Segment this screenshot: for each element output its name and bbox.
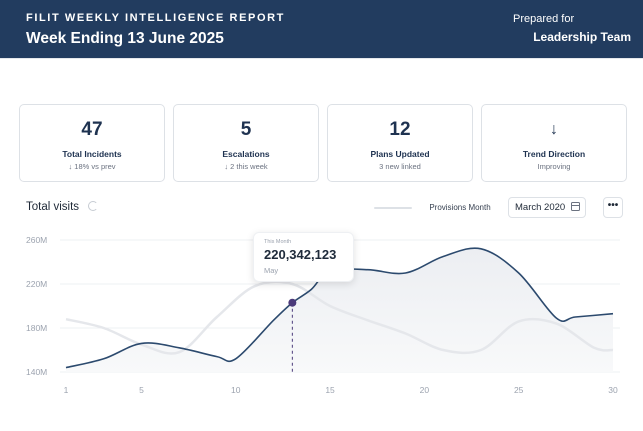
tooltip-value: 220,342,123 [264,247,337,262]
kpi-sub: ↓ 2 this week [224,162,268,171]
x-tick-label: 30 [608,385,618,395]
x-tick-label: 25 [514,385,524,395]
kpi-value: 12 [389,119,411,140]
tooltip-caption: This Month [264,239,292,245]
kpi-card-plans-updated: 12 Plans Updated 3 new linked [327,104,473,182]
report-title: Week Ending 13 June 2025 [26,30,224,47]
tooltip-month: May [264,266,279,275]
kpi-card-total-incidents: 47 Total Incidents ↓ 18% vs prev [19,104,165,182]
y-tick-label: 140M [26,367,47,377]
y-tick-label: 180M [26,323,47,333]
y-tick-label: 260M [26,235,47,245]
x-tick-label: 5 [139,385,144,395]
calendar-icon [571,202,580,211]
x-tick-label: 10 [231,385,241,395]
x-tick-label: 1 [64,385,69,395]
legend-line [374,207,412,209]
kpi-card-trend-direction: ↓ Trend Direction Improving [481,104,627,182]
kpi-label: Escalations [222,149,270,159]
kpi-label: Total Incidents [62,149,122,159]
kpi-value: 47 [81,119,103,140]
kpi-sub: Improving [537,162,571,171]
kpi-label: Trend Direction [522,149,586,159]
kpi-card-escalations: 5 Escalations ↓ 2 this week [173,104,319,182]
date-picker[interactable]: March 2020 [508,197,586,218]
kpi-value: 5 [240,119,252,140]
x-tick-label: 15 [325,385,335,395]
more-options-button[interactable]: ••• [603,197,623,218]
date-picker-label: March 2020 [515,202,566,213]
highlight-point[interactable] [288,298,297,307]
kpi-sub: ↓ 18% vs prev [68,162,116,171]
x-tick-label: 20 [420,385,430,395]
provisions-month-button[interactable]: Provisions Month [429,203,491,212]
report-label: FILIT WEEKLY INTELLIGENCE REPORT [26,12,285,24]
prepared-for-value: Leadership Team [533,30,631,44]
chart-tooltip: This Month 220,342,123 May [253,232,354,282]
prepared-for-label: Prepared for [513,13,575,25]
arrow-down-icon: ↓ [550,121,558,138]
report-header: FILIT WEEKLY INTELLIGENCE REPORT Week En… [0,0,643,58]
y-tick-label: 220M [26,279,47,289]
page-bottom [0,418,643,431]
header-divider [0,58,643,59]
series-line-secondary [65,280,614,355]
loading-icon [88,201,98,211]
kpi-sub: 3 new linked [379,162,421,171]
kpi-label: Plans Updated [370,149,430,159]
chart-title: Total visits [26,201,80,213]
